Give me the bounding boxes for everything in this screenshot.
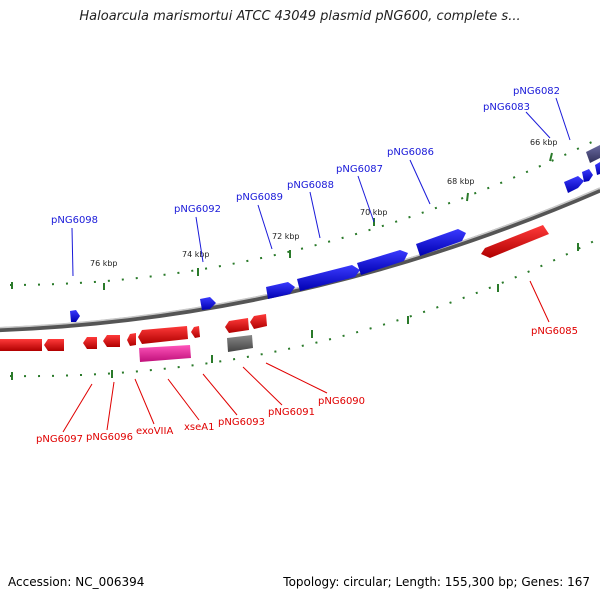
gene-pNG6089[interactable] <box>266 282 295 299</box>
topology-summary: Topology: circular; Length: 155,300 bp; … <box>283 575 590 589</box>
forward-gene-labels: pNG6098 pNG6092 pNG6089 pNG6088 pNG6087 … <box>51 86 560 226</box>
reverse-leader-lines <box>62 280 550 433</box>
scale-label-74: 74 kbp <box>182 250 210 259</box>
gene-pNG6086[interactable] <box>416 229 466 256</box>
gene-pNG6097-a[interactable] <box>0 339 42 351</box>
label-pNG6097[interactable]: pNG6097 <box>36 434 83 445</box>
label-pNG6087[interactable]: pNG6087 <box>336 164 383 175</box>
label-pNG6082[interactable]: pNG6082 <box>513 86 560 97</box>
scale-label-70: 70 kbp <box>360 208 388 217</box>
accession-text: Accession: NC_006394 <box>8 575 145 589</box>
label-pNG6092[interactable]: pNG6092 <box>174 204 221 215</box>
scale-label-66: 66 kbp <box>530 138 558 147</box>
gene-pNG6092[interactable] <box>200 297 216 310</box>
gene-edge-navy[interactable] <box>586 145 600 163</box>
label-pNG6085[interactable]: pNG6085 <box>531 326 578 337</box>
label-pNG6098[interactable]: pNG6098 <box>51 215 98 226</box>
label-exoVIIA[interactable]: exoVIIA <box>136 426 173 437</box>
label-pNG6090[interactable]: pNG6090 <box>318 396 365 407</box>
gene-pNG6090-red[interactable] <box>250 314 267 329</box>
map-title: Haloarcula marismortui ATCC 43049 plasmi… <box>79 9 521 24</box>
label-pNG6089[interactable]: pNG6089 <box>236 192 283 203</box>
gene-pNG6096-a[interactable] <box>83 337 97 349</box>
reverse-major-ticks <box>11 243 579 380</box>
gene-exoVIIA[interactable] <box>138 326 188 344</box>
forward-leader-lines <box>71 97 571 277</box>
scale-label-72: 72 kbp <box>272 232 300 241</box>
gene-pNG6087[interactable] <box>357 250 408 275</box>
gene-pNG6097-b[interactable] <box>44 339 64 351</box>
label-pNG6091[interactable]: pNG6091 <box>268 407 315 418</box>
gene-exoVIIA-small[interactable] <box>127 333 136 346</box>
label-xseA1[interactable]: xseA1 <box>184 422 214 433</box>
gene-pNG6082[interactable] <box>582 169 593 182</box>
label-pNG6088[interactable]: pNG6088 <box>287 180 334 191</box>
forward-scale-ring <box>9 139 597 286</box>
gene-xseA1[interactable] <box>139 345 191 362</box>
label-pNG6093[interactable]: pNG6093 <box>218 417 265 428</box>
gene-pNG6085[interactable] <box>481 225 549 258</box>
label-pNG6083[interactable]: pNG6083 <box>483 102 530 113</box>
reverse-gene-arrows[interactable] <box>0 225 549 362</box>
gene-pNG6083[interactable] <box>564 176 584 193</box>
gene-pNG6096-b[interactable] <box>103 335 120 347</box>
gene-edge-blue[interactable] <box>595 162 600 175</box>
gene-pNG6098[interactable] <box>70 310 80 322</box>
gene-pNG6091[interactable] <box>225 318 249 333</box>
label-pNG6086[interactable]: pNG6086 <box>387 147 434 158</box>
label-pNG6096[interactable]: pNG6096 <box>86 432 133 443</box>
plasmid-backbone <box>0 187 600 333</box>
reverse-gene-labels: pNG6097 pNG6096 exoVIIA xseA1 pNG6093 pN… <box>36 326 578 445</box>
scale-label-76: 76 kbp <box>90 259 118 268</box>
gene-pNG6088[interactable] <box>297 265 360 291</box>
gene-pNG6090[interactable] <box>227 335 253 352</box>
scale-label-68: 68 kbp <box>447 177 475 186</box>
gene-pNG6093[interactable] <box>191 326 200 338</box>
forward-gene-arrows[interactable] <box>70 145 600 322</box>
plasmid-backbone-highlight <box>0 187 600 329</box>
forward-major-ticks <box>11 152 553 290</box>
